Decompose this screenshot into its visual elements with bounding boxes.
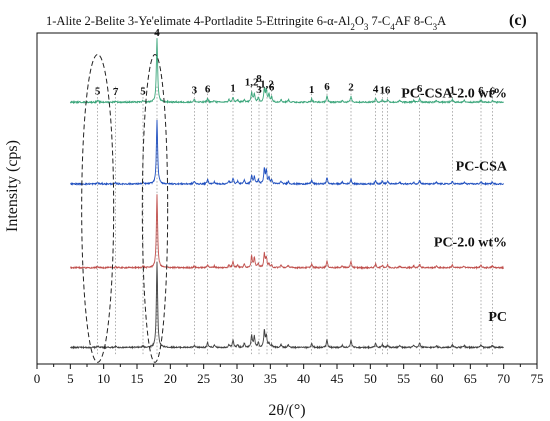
highlight-ellipse [81,54,115,363]
x-axis-title: 2θ/(°) [268,402,305,419]
phase-legend: 1-Alite 2-Belite 3-Ye'elimate 4-Portladi… [46,14,446,32]
series-line [70,194,504,270]
phase-label: 6 [205,84,211,96]
x-tick-label: 75 [531,371,544,386]
x-tick-label: 45 [331,371,344,386]
phase-label: 8 [256,73,262,85]
highlight-ellipse [141,54,169,363]
phase-label: 6 [417,83,423,95]
x-tick-label: 30 [231,371,244,386]
phase-label: 5 [95,86,101,98]
phase-label: 1,2 [260,79,274,91]
x-tick-label: 5 [67,371,74,386]
series-line [69,38,504,105]
x-tick-label: 60 [431,371,444,386]
phase-label: 5 [140,86,146,98]
series-label: PC-CSA [456,159,508,174]
x-tick-label: 15 [131,371,144,386]
phase-label: 1,2 [245,76,259,88]
phase-label: 6 [385,84,391,96]
series-label: PC-2.0 wt% [434,235,507,250]
plot-frame [36,32,538,365]
panel-label: (c) [509,12,527,29]
phase-label: 6 [490,86,496,98]
phase-label: 1 [230,82,236,94]
x-tick-label: 35 [264,371,277,386]
x-tick-label: 10 [97,371,110,386]
series-line [70,261,504,350]
series-label: PC-CSA-2.0 wt% [401,87,507,102]
phase-label: 4 [373,84,379,96]
phase-label: 7 [113,86,119,98]
x-tick-label: 65 [464,371,477,386]
y-axis-title: Intensity (cps) [4,140,21,232]
x-tick-label: 0 [34,371,41,386]
phase-label: 3 [256,84,262,96]
x-tick-label: 20 [164,371,177,386]
phase-label: 6 [324,81,330,93]
phase-label: 3 [192,85,198,97]
series-line [70,119,504,187]
phase-label: 6 [269,81,275,93]
phase-label: 1 [380,84,386,96]
x-tick-label: 25 [197,371,210,386]
phase-label: 6 [478,85,484,97]
series-label: PC [488,310,507,325]
x-tick-label: 70 [497,371,510,386]
x-tick-label: 40 [297,371,310,386]
phase-label: 1 [450,85,456,97]
x-tick-label: 50 [364,371,377,386]
phase-label: 2 [348,82,354,94]
phase-label: 4 [154,27,160,39]
phase-label: 1 [309,84,315,96]
x-tick-label: 55 [397,371,410,386]
